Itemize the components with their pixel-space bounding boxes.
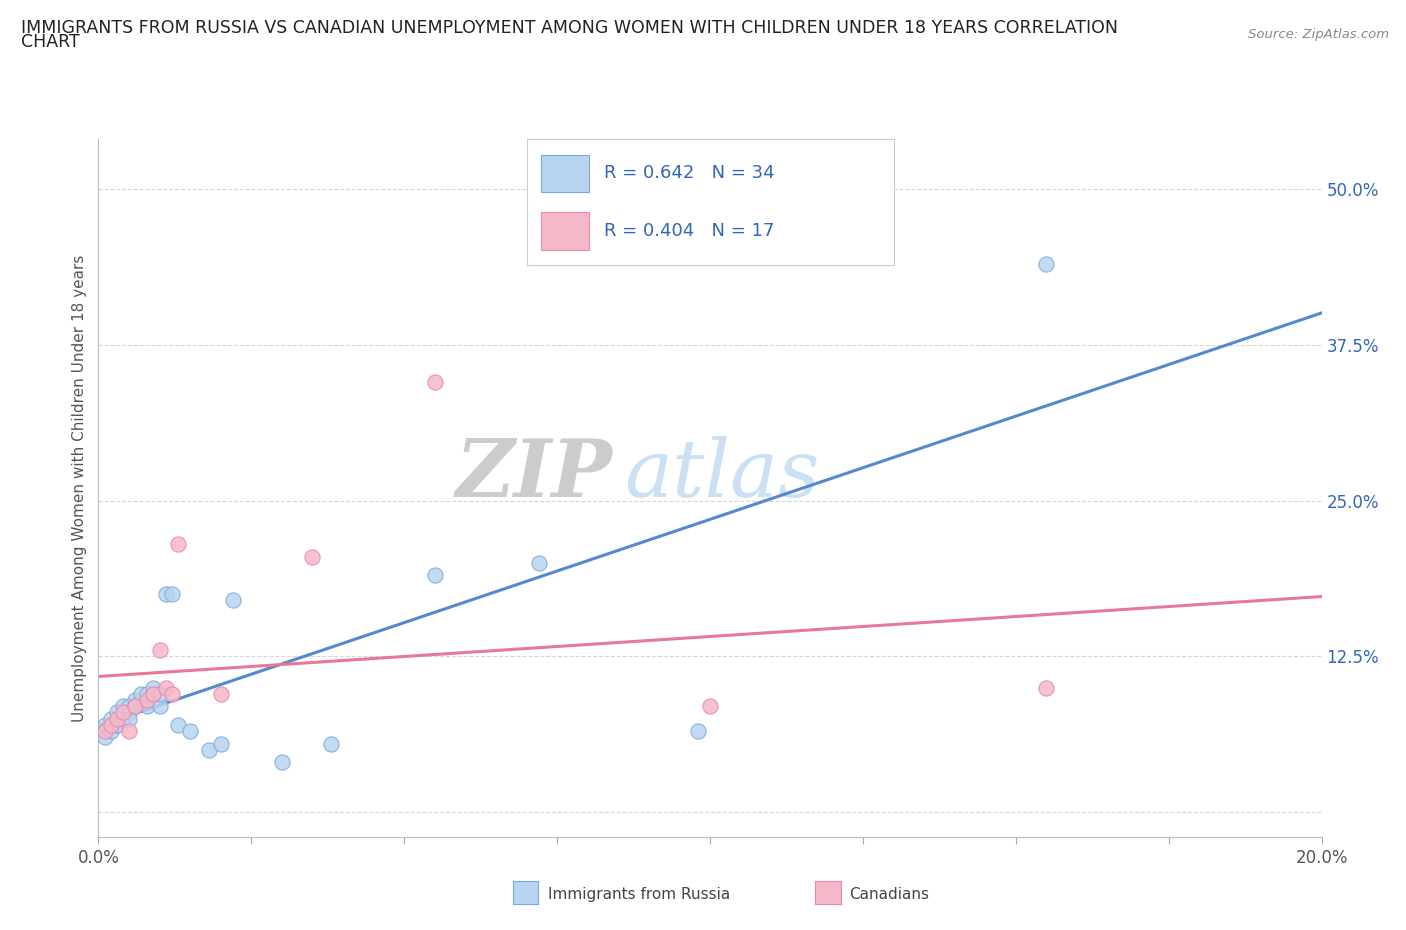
Point bbox=[179, 724, 201, 738]
Point bbox=[124, 693, 146, 708]
Point bbox=[167, 717, 190, 732]
Point bbox=[686, 724, 709, 738]
Point bbox=[100, 724, 122, 738]
Point bbox=[118, 711, 141, 726]
Point bbox=[1035, 257, 1057, 272]
Point bbox=[111, 711, 134, 726]
Point bbox=[136, 693, 159, 708]
Point bbox=[124, 698, 146, 713]
Point bbox=[142, 680, 165, 695]
Point bbox=[93, 724, 115, 738]
Point bbox=[129, 686, 152, 701]
Point bbox=[118, 724, 141, 738]
Point bbox=[149, 698, 172, 713]
Text: IMMIGRANTS FROM RUSSIA VS CANADIAN UNEMPLOYMENT AMONG WOMEN WITH CHILDREN UNDER : IMMIGRANTS FROM RUSSIA VS CANADIAN UNEMP… bbox=[21, 19, 1118, 36]
Point bbox=[100, 711, 122, 726]
Point bbox=[423, 375, 446, 390]
Text: atlas: atlas bbox=[624, 435, 820, 513]
Point bbox=[167, 537, 190, 551]
Point bbox=[423, 568, 446, 583]
Point bbox=[93, 717, 115, 732]
Point bbox=[142, 686, 165, 701]
Point bbox=[149, 686, 172, 701]
Y-axis label: Unemployment Among Women with Children Under 18 years: Unemployment Among Women with Children U… bbox=[72, 255, 87, 722]
Point bbox=[118, 705, 141, 720]
Point bbox=[699, 698, 721, 713]
Point bbox=[111, 705, 134, 720]
Point bbox=[111, 698, 134, 713]
Point bbox=[160, 587, 183, 602]
Text: Source: ZipAtlas.com: Source: ZipAtlas.com bbox=[1249, 28, 1389, 41]
Point bbox=[105, 711, 128, 726]
Point bbox=[527, 555, 550, 570]
Point bbox=[197, 742, 219, 757]
Text: Immigrants from Russia: Immigrants from Russia bbox=[548, 887, 731, 902]
Point bbox=[124, 698, 146, 713]
Point bbox=[105, 717, 128, 732]
Text: Canadians: Canadians bbox=[849, 887, 929, 902]
Point bbox=[118, 698, 141, 713]
Point bbox=[222, 593, 245, 608]
Point bbox=[105, 705, 128, 720]
Point bbox=[155, 587, 177, 602]
Point bbox=[155, 680, 177, 695]
Text: ZIP: ZIP bbox=[456, 435, 612, 513]
Point bbox=[1035, 680, 1057, 695]
Point bbox=[209, 686, 232, 701]
Point bbox=[209, 737, 232, 751]
Point bbox=[136, 698, 159, 713]
Point bbox=[301, 550, 323, 565]
Point bbox=[136, 686, 159, 701]
Point bbox=[160, 686, 183, 701]
Point bbox=[149, 643, 172, 658]
Point bbox=[142, 686, 165, 701]
Point bbox=[93, 730, 115, 745]
Point bbox=[270, 755, 292, 770]
Point bbox=[105, 717, 128, 732]
Point bbox=[319, 737, 342, 751]
Point bbox=[100, 717, 122, 732]
Text: CHART: CHART bbox=[21, 33, 80, 50]
